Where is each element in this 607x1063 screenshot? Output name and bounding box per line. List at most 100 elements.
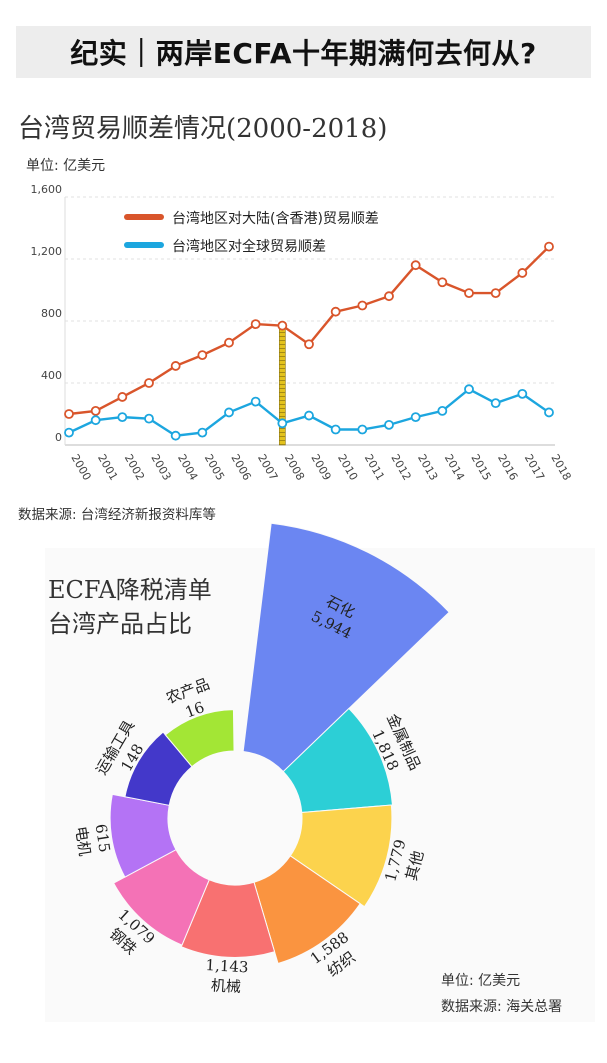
data-point (117, 412, 128, 423)
data-point (170, 361, 181, 371)
pie-slice-value: 148 (117, 741, 147, 775)
data-point (277, 418, 288, 429)
header-banner: 纪实｜两岸ECFA十年期满何去何从? (16, 26, 591, 78)
pie-slice (289, 804, 393, 908)
data-point (437, 405, 448, 416)
pie-slice-name: 石化 (323, 592, 358, 622)
x-tick-label: 2002 (122, 452, 147, 483)
data-point (410, 260, 421, 271)
pie-slice-value: 615 (92, 823, 114, 854)
line-chart-x-axis: 2000 2001 2002 2003 2004 2005 2006 2007 2008 2009… (68, 452, 573, 483)
pie-panel-background (45, 548, 595, 1022)
data-point (384, 419, 394, 430)
data-point (410, 412, 421, 423)
page-title: 纪实｜两岸ECFA十年期满何去何从? (70, 37, 537, 70)
pie-slices (109, 522, 450, 965)
x-tick-label: 2000 (68, 452, 93, 483)
x-tick-label: 2016 (495, 452, 520, 483)
pie-slice (164, 709, 235, 768)
data-point (304, 410, 314, 421)
line-chart-y-axis: 0 400 800 1,200 1,600 (31, 183, 63, 444)
pie-slice-value: 16 (183, 698, 207, 722)
y-tick-label: 1,200 (31, 245, 63, 258)
pie-source: 数据来源: 海关总署 (441, 999, 562, 1015)
data-point (437, 277, 448, 288)
line-chart-grid (64, 196, 555, 446)
data-point (250, 319, 261, 330)
data-point (517, 268, 528, 278)
data-point (250, 396, 261, 407)
data-point (490, 398, 501, 409)
legend-label: 台湾地区对全球贸易顺差 (172, 238, 326, 255)
data-point (90, 405, 101, 416)
x-tick-label: 2018 (548, 452, 573, 483)
legend-swatch (124, 242, 164, 248)
y-tick-label: 400 (41, 369, 62, 382)
pie-unit: 单位: 亿美元 (441, 973, 520, 989)
pie-slice-name: 钢铁 (106, 925, 140, 958)
legend-label: 台湾地区对大陆(含香港)贸易顺差 (172, 210, 379, 227)
line-chart-source: 数据来源: 台湾经济新报资料库等 (18, 506, 216, 523)
pie-label-group: 机械1,143 (205, 956, 249, 996)
data-point (544, 241, 554, 252)
data-point (464, 384, 474, 395)
pie-slice-value: 1,818 (368, 727, 402, 774)
data-point (330, 424, 341, 435)
pie-slice-value: 1,779 (381, 837, 409, 883)
x-tick-label: 2014 (442, 452, 467, 483)
data-point (197, 350, 208, 361)
pie-slice-value: 1,588 (307, 928, 352, 968)
y-tick-label: 800 (41, 307, 62, 320)
data-point (170, 430, 181, 441)
pie-title-line-2: 台湾产品占比 (48, 610, 192, 638)
data-point (544, 407, 554, 418)
data-point (464, 288, 474, 299)
y-tick-label: 1,600 (31, 183, 63, 196)
data-point (490, 288, 501, 299)
pie-slice (253, 855, 361, 965)
line-chart-series (64, 241, 554, 441)
x-tick-label: 2017 (522, 452, 547, 483)
x-tick-label: 2005 (202, 452, 227, 483)
pie-slice (113, 849, 210, 946)
pie-title-line-1: ECFA降税清单 (48, 576, 212, 604)
pie-label-group: 石化5,944 (308, 592, 358, 642)
pie-slice-name: 机械 (210, 976, 241, 996)
x-tick-label: 2013 (415, 452, 440, 483)
pie-slice-value: 1,143 (205, 956, 249, 976)
data-point (277, 320, 288, 331)
pie-slice-name: 其他 (402, 849, 427, 883)
pie-labels: 石化5,944金属制品1,818其他1,779纺织1,588机械1,143钢铁1… (72, 592, 428, 996)
x-tick-label: 2001 (95, 452, 120, 483)
pie-slice-name: 金属制品 (383, 711, 424, 773)
x-tick-label: 2012 (388, 452, 413, 483)
pie-slice (282, 707, 393, 814)
x-tick-label: 2004 (175, 452, 200, 483)
line-chart-unit: 单位: 亿美元 (26, 158, 105, 174)
x-tick-label: 2006 (228, 452, 253, 483)
pie-slice (124, 731, 193, 806)
pie-slice-name: 农产品 (164, 675, 212, 708)
pie-slice-name: 电机 (72, 825, 94, 857)
data-point (117, 392, 128, 402)
x-tick-label: 2009 (308, 452, 333, 483)
legend-swatch (124, 214, 164, 220)
trade-surplus-line-chart: 台湾贸易顺差情况(2000-2018) 单位: 亿美元 0 400 800 1,200… (18, 114, 574, 523)
data-point (224, 407, 234, 418)
data-point (144, 413, 154, 424)
pie-slice (242, 522, 450, 773)
x-tick-label: 2007 (255, 452, 280, 483)
x-tick-label: 2003 (148, 452, 173, 483)
x-tick-label: 2011 (362, 452, 387, 483)
data-point (197, 427, 208, 438)
data-point (304, 339, 314, 350)
pie-slice-name: 纺织 (324, 948, 359, 980)
series-line-mainland (68, 245, 550, 416)
data-point (357, 424, 368, 435)
pie-slice-value: 1,079 (114, 906, 158, 948)
x-tick-label: 2008 (282, 452, 307, 483)
data-point (144, 378, 154, 388)
